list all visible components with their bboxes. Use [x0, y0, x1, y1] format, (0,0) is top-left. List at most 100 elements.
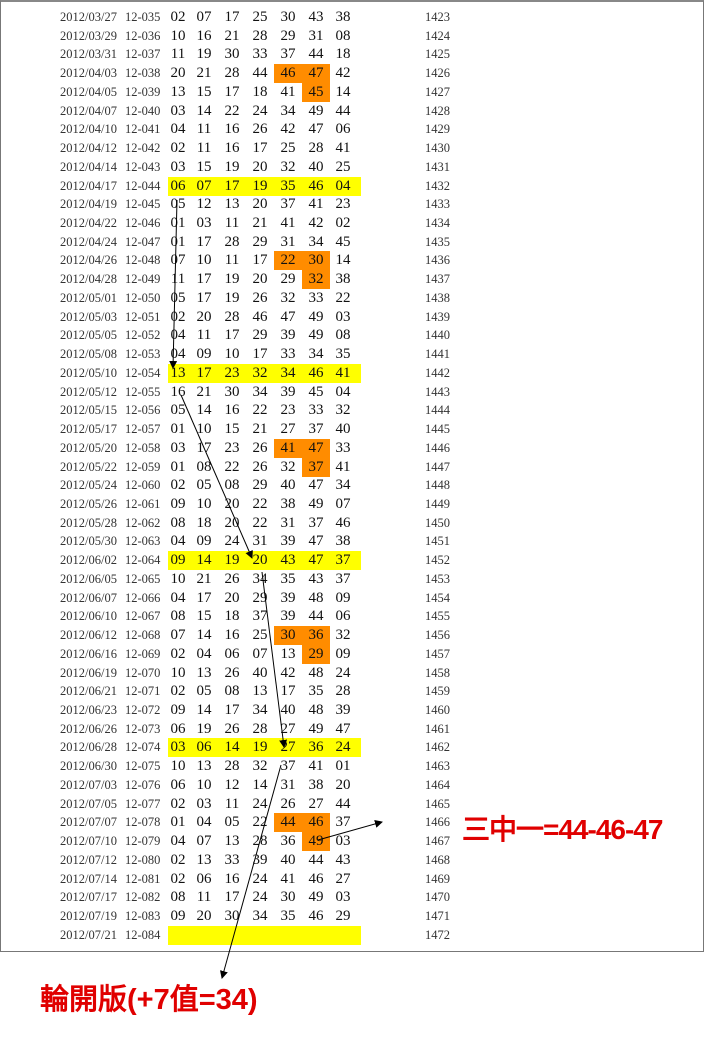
drawn-number: 07 [196, 9, 212, 25]
drawn-number: 08 [224, 477, 240, 494]
drawn-number: 47 [302, 64, 330, 84]
issue-number: 12-081 [125, 871, 161, 886]
drawn-number: 34 [252, 908, 268, 925]
draw-date: 2012/04/12 [60, 141, 117, 156]
table-row: 2012/06/30 12-075 1463 10 13 28 32 37 41 01 [0, 757, 704, 776]
drawn-number: 05 [170, 196, 186, 213]
drawn-number: 04 [170, 533, 186, 550]
drawn-number: 16 [224, 121, 240, 138]
drawn-number: 26 [252, 439, 268, 456]
draw-date: 2012/04/26 [60, 253, 117, 268]
drawn-number: 02 [170, 870, 186, 887]
issue-number: 12-054 [125, 365, 161, 380]
table-row: 2012/04/24 12-047 1435 01 17 28 29 31 34 45 [0, 233, 704, 252]
drawn-number: 20 [335, 776, 351, 793]
drawn-number: 45 [335, 233, 351, 250]
highlight-band [168, 551, 361, 571]
draw-date: 2012/07/07 [60, 815, 117, 830]
drawn-number: 30 [302, 251, 330, 271]
drawn-number: 35 [280, 570, 296, 587]
drawn-number: 29 [335, 908, 351, 925]
draw-date: 2012/06/19 [60, 665, 117, 680]
drawn-number: 33 [280, 346, 296, 363]
drawn-number: 28 [224, 308, 240, 325]
drawn-number: 05 [196, 683, 212, 700]
table-row: 2012/07/17 12-082 1470 08 11 17 24 30 49 03 [0, 888, 704, 907]
table-row: 2012/05/01 12-050 1438 05 17 19 26 32 33 22 [0, 289, 704, 308]
arrow-line [180, 394, 253, 559]
issue-number: 12-045 [125, 197, 161, 212]
drawn-number: 26 [252, 289, 268, 306]
drawn-number: 33 [252, 46, 268, 63]
drawn-number: 16 [224, 627, 240, 644]
draw-date: 2012/04/07 [60, 103, 117, 118]
drawn-number: 05 [170, 402, 186, 419]
drawn-number: 20 [224, 589, 240, 606]
drawn-number: 34 [280, 102, 296, 119]
sequence-number: 1457 [425, 646, 450, 661]
issue-number: 12-062 [125, 515, 161, 530]
drawn-number: 17 [196, 589, 212, 606]
drawn-number: 37 [280, 758, 296, 775]
table-row: 2012/05/17 12-057 1445 01 10 15 21 27 37 40 [0, 420, 704, 439]
drawn-number: 19 [196, 720, 212, 737]
drawn-number: 25 [280, 140, 296, 157]
drawn-number: 30 [274, 626, 302, 646]
sequence-number: 1423 [425, 10, 450, 24]
drawn-number: 15 [196, 83, 212, 100]
table-row: 2012/06/07 12-066 1454 04 17 20 29 39 48 09 [0, 589, 704, 608]
draw-date: 2012/06/02 [60, 553, 117, 568]
sequence-number: 1458 [425, 665, 450, 680]
issue-number: 12-044 [125, 178, 161, 193]
table-row: 2012/05/03 12-051 1439 02 20 28 46 47 49 03 [0, 308, 704, 327]
drawn-number: 41 [308, 196, 324, 213]
drawn-number: 31 [280, 514, 296, 531]
issue-number: 12-047 [125, 234, 161, 249]
sequence-number: 1455 [425, 609, 450, 624]
drawn-number: 09 [170, 908, 186, 925]
table-row: 2012/05/05 12-052 1440 04 11 17 29 39 49 08 [0, 326, 704, 345]
draw-date: 2012/05/15 [60, 403, 117, 418]
drawn-number: 10 [170, 664, 186, 681]
drawn-number: 38 [335, 533, 351, 550]
draw-date: 2012/07/05 [60, 796, 117, 811]
sequence-number: 1446 [425, 440, 450, 455]
issue-number: 12-080 [125, 852, 161, 867]
drawn-number: 17 [196, 289, 212, 306]
drawn-number: 35 [280, 908, 296, 925]
drawn-number: 32 [302, 270, 330, 290]
drawn-number: 17 [196, 364, 212, 381]
sequence-number: 1440 [425, 328, 450, 343]
drawn-number: 02 [170, 140, 186, 157]
issue-number: 12-061 [125, 496, 161, 511]
table-row: 2012/06/26 12-073 1461 06 19 26 28 27 49 47 [0, 720, 704, 739]
table-row: 2012/04/22 12-046 1434 01 03 11 21 41 42 02 [0, 214, 704, 233]
draw-date: 2012/05/12 [60, 384, 117, 399]
drawn-number: 28 [224, 65, 240, 82]
issue-number: 12-067 [125, 609, 161, 624]
drawn-number: 32 [252, 364, 268, 381]
drawn-number: 41 [335, 364, 351, 381]
drawn-number: 08 [170, 514, 186, 531]
drawn-number: 01 [170, 233, 186, 250]
drawn-number: 16 [224, 140, 240, 157]
drawn-number: 19 [252, 177, 268, 194]
draw-date: 2012/05/22 [60, 459, 117, 474]
issue-number: 12-069 [125, 646, 161, 661]
drawn-number: 11 [196, 889, 212, 906]
drawn-number: 32 [280, 458, 296, 475]
drawn-number: 02 [170, 683, 186, 700]
drawn-number: 14 [224, 739, 240, 756]
drawn-number: 25 [252, 9, 268, 25]
drawn-number: 47 [302, 438, 330, 458]
drawn-number: 26 [252, 458, 268, 475]
drawn-number: 24 [252, 102, 268, 119]
drawn-number: 20 [196, 308, 212, 325]
drawn-number: 30 [224, 908, 240, 925]
drawn-number: 04 [335, 383, 351, 400]
drawn-number: 14 [335, 252, 351, 269]
drawn-number: 44 [252, 65, 268, 82]
drawn-number: 21 [224, 27, 240, 44]
drawn-number: 32 [280, 158, 296, 175]
